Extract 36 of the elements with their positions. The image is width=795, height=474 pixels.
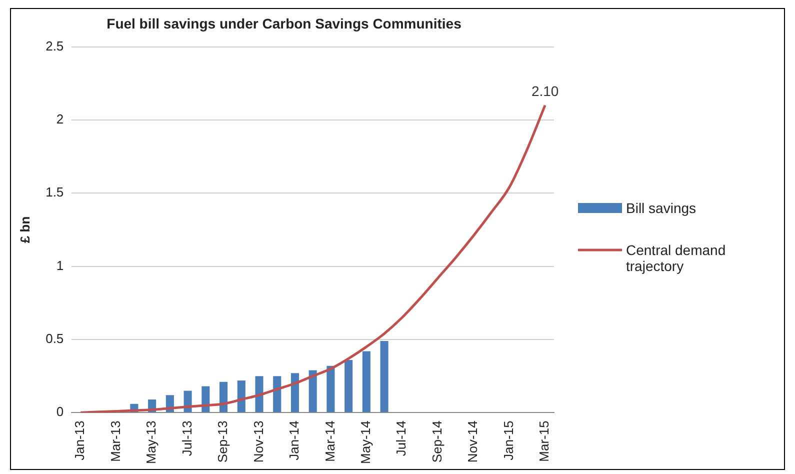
x-tick-label: May-13 (144, 420, 159, 464)
bar (219, 382, 228, 412)
data-label: 2.10 (531, 83, 559, 100)
x-tick-label: Nov-13 (250, 420, 266, 463)
x-tick-label: Sep-14 (429, 420, 444, 463)
x-tick-label: Jan-13 (72, 420, 88, 460)
y-tick-label: 2.5 (46, 38, 64, 54)
y-tick-label: 0 (56, 404, 64, 420)
y-axis-title: £ bn (17, 216, 32, 244)
bar (326, 366, 335, 412)
bar (362, 351, 370, 412)
bar (380, 340, 388, 412)
x-tick-label: Mar-14 (322, 420, 338, 462)
y-tick-label: 1 (56, 258, 64, 273)
x-tick-label: Jan-15 (500, 420, 516, 460)
bar (255, 376, 264, 412)
x-tick-label: Mar-15 (536, 420, 552, 462)
y-tick-label: 1.5 (46, 184, 64, 200)
chart-title: Fuel bill savings under Carbon Savings Communities (106, 15, 462, 32)
bar (344, 360, 353, 412)
x-tick-label: Mar-13 (108, 420, 123, 462)
x-tick-label: Jan-14 (286, 420, 302, 460)
bar (237, 380, 246, 412)
y-tick-label: 2 (56, 112, 64, 127)
bar (290, 373, 299, 412)
legend-label: Bill savings (626, 200, 696, 216)
x-tick-label: Jul-14 (394, 420, 409, 456)
x-tick-label: Jul-13 (179, 420, 194, 456)
x-tick-label: Sep-13 (215, 420, 230, 463)
bar (308, 370, 317, 412)
line-series (79, 104, 546, 413)
x-tick-label: May-14 (358, 420, 374, 464)
y-tick-label: 0.5 (46, 331, 64, 346)
x-tick-label: Nov-14 (465, 420, 480, 463)
legend-label: Central demand trajectory (626, 242, 727, 274)
bar (273, 376, 282, 412)
